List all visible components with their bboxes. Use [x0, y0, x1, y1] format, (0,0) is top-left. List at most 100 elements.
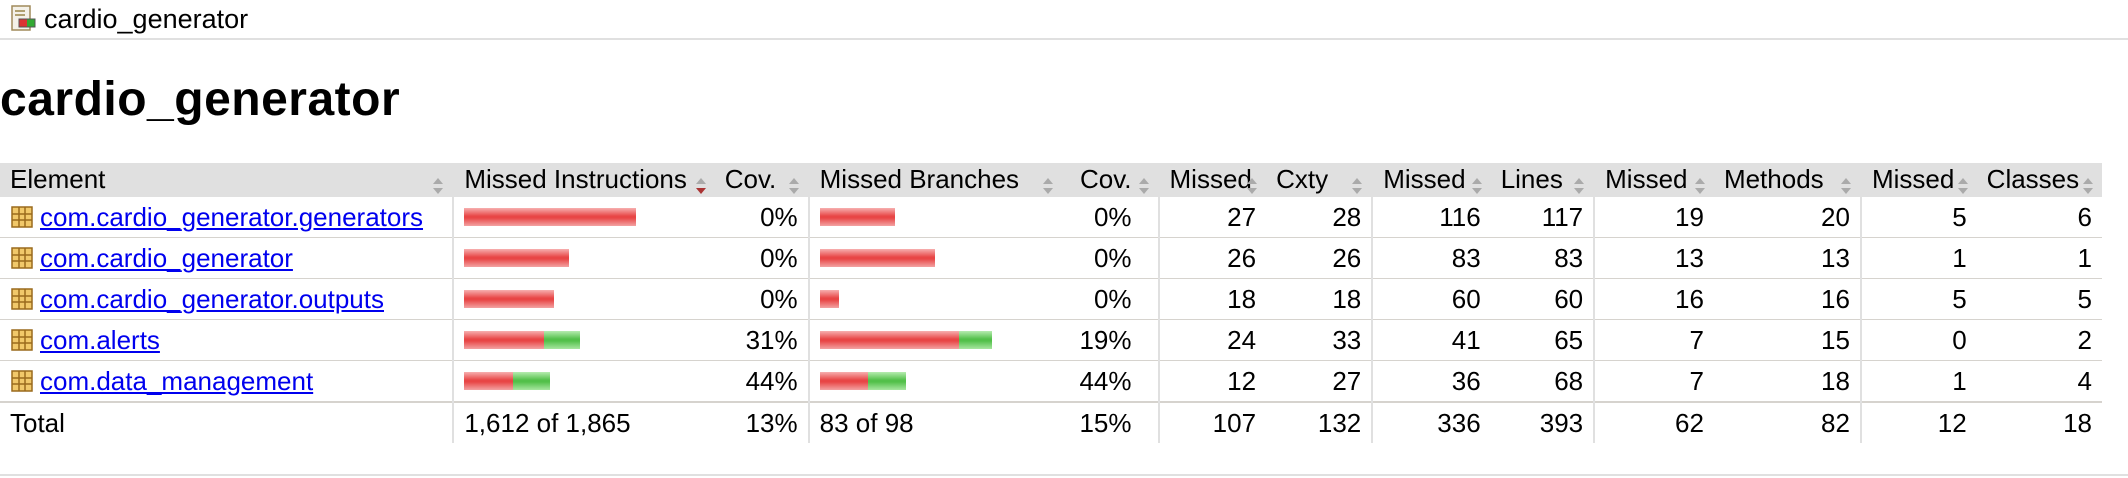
- missed-lines: 36: [1371, 360, 1491, 403]
- missed-segment: [464, 249, 570, 267]
- missed-methods: 19: [1593, 196, 1714, 238]
- total-missed-methods: 62: [1593, 401, 1714, 443]
- breadcrumb: cardio_generator: [0, 0, 2128, 40]
- lines: 68: [1490, 360, 1595, 403]
- instructions-bar-cell: [452, 360, 715, 403]
- branches-bar-cell: [807, 278, 1062, 320]
- sort-icon: [1957, 171, 1969, 194]
- classes: 4: [1976, 360, 2102, 403]
- classes: 2: [1976, 319, 2102, 361]
- cov-instructions: 31%: [714, 319, 809, 361]
- col-header-methods[interactable]: Methods: [1713, 163, 1861, 197]
- col-header-missed-cxty[interactable]: Missed: [1157, 163, 1267, 197]
- cov-instructions: 0%: [714, 237, 809, 279]
- lines: 117: [1490, 196, 1595, 238]
- col-header-cov-branches[interactable]: Cov.: [1061, 163, 1159, 197]
- package-link[interactable]: com.cardio_generator.outputs: [40, 283, 384, 314]
- cxty: 27: [1266, 360, 1373, 403]
- cov-branches: 0%: [1061, 237, 1159, 279]
- package-link[interactable]: com.cardio_generator.generators: [40, 201, 424, 232]
- col-header-classes[interactable]: Classes: [1976, 163, 2102, 197]
- element-cell: com.alerts: [0, 319, 454, 361]
- sort-icon: [1840, 171, 1852, 194]
- methods: 15: [1713, 319, 1861, 361]
- missed-cxty: 26: [1157, 237, 1267, 279]
- cxty: 33: [1266, 319, 1373, 361]
- sort-icon: [1694, 171, 1706, 194]
- sort-icon: [2082, 171, 2094, 194]
- missed-classes: 1: [1859, 237, 1977, 279]
- sort-icon: [1351, 171, 1363, 194]
- package-icon: [10, 287, 34, 311]
- missed-classes: 5: [1859, 278, 1977, 320]
- missed-methods: 13: [1593, 237, 1714, 279]
- instructions-bar-cell: [452, 237, 715, 279]
- classes: 5: [1976, 278, 2102, 320]
- element-cell: com.data_management: [0, 360, 454, 403]
- methods: 18: [1713, 360, 1861, 403]
- branches-coverage-bar: [819, 331, 1052, 349]
- missed-lines: 116: [1371, 196, 1491, 238]
- total-missed-lines: 336: [1371, 401, 1491, 443]
- classes: 1: [1976, 237, 2102, 279]
- branches-bar-cell: [807, 319, 1062, 361]
- table-row: com.cardio_generator.outputs 0% 0% 18 18 60 60…: [0, 278, 2102, 320]
- package-link[interactable]: com.alerts: [40, 324, 160, 355]
- missed-segment: [819, 208, 896, 226]
- report-icon: [10, 5, 38, 33]
- element-cell: com.cardio_generator: [0, 237, 454, 279]
- package-link[interactable]: com.cardio_generator: [40, 242, 293, 273]
- lines: 83: [1490, 237, 1595, 279]
- branches-coverage-bar: [819, 372, 1052, 390]
- total-missed-classes: 12: [1859, 401, 1977, 443]
- total-missed-cxty: 107: [1157, 401, 1267, 443]
- package-icon: [10, 369, 34, 393]
- breadcrumb-label[interactable]: cardio_generator: [44, 3, 249, 34]
- element-cell: com.cardio_generator.generators: [0, 196, 454, 238]
- footer-divider: [0, 474, 2128, 476]
- covered-segment: [512, 372, 551, 390]
- col-header-missed-methods[interactable]: Missed: [1593, 163, 1714, 197]
- missed-classes: 0: [1859, 319, 1977, 361]
- cxty: 26: [1266, 237, 1373, 279]
- branches-bar-cell: [807, 196, 1062, 238]
- sort-icon: [1246, 171, 1258, 194]
- instructions-bar-cell: [452, 196, 715, 238]
- cov-instructions: 0%: [714, 278, 809, 320]
- col-header-missed-lines[interactable]: Missed: [1371, 163, 1491, 197]
- col-header-missed-instructions[interactable]: Missed Instructions: [452, 163, 715, 197]
- sort-icon: [1471, 171, 1483, 194]
- missed-methods: 7: [1593, 360, 1714, 403]
- col-header-cxty[interactable]: Cxty: [1266, 163, 1373, 197]
- col-header-lines[interactable]: Lines: [1490, 163, 1595, 197]
- covered-segment: [867, 372, 906, 390]
- coverage-table: Element Missed Instructions Cov. Missed …: [0, 163, 2102, 443]
- lines: 60: [1490, 278, 1595, 320]
- branches-coverage-bar: [819, 249, 1052, 267]
- col-header-cov-instructions[interactable]: Cov.: [714, 163, 809, 197]
- package-link[interactable]: com.data_management: [40, 365, 314, 396]
- col-header-missed-branches[interactable]: Missed Branches: [807, 163, 1062, 197]
- missed-cxty: 24: [1157, 319, 1267, 361]
- col-header-element[interactable]: Element: [0, 163, 454, 197]
- missed-cxty: 18: [1157, 278, 1267, 320]
- col-header-missed-classes[interactable]: Missed: [1859, 163, 1977, 197]
- branches-coverage-bar: [819, 290, 1052, 308]
- missed-segment: [464, 290, 554, 308]
- sort-descending-icon: [695, 171, 707, 194]
- sort-icon: [1138, 171, 1150, 194]
- branches-coverage-bar: [819, 208, 1052, 226]
- instructions-coverage-bar: [464, 290, 704, 308]
- cov-branches: 0%: [1061, 278, 1159, 320]
- instructions-coverage-bar: [464, 208, 704, 226]
- header-row: Element Missed Instructions Cov. Missed …: [0, 163, 2102, 197]
- table-row: com.cardio_generator 0% 0% 26 26 83 83 13 13 1 1: [0, 237, 2102, 279]
- total-cov-branches: 15%: [1061, 401, 1159, 443]
- instructions-bar-cell: [452, 319, 715, 361]
- sort-icon: [432, 171, 444, 194]
- total-instructions: 1,612 of 1,865: [452, 401, 715, 443]
- missed-cxty: 27: [1157, 196, 1267, 238]
- total-branches: 83 of 98: [807, 401, 1062, 443]
- instructions-bar-cell: [452, 278, 715, 320]
- cov-branches: 0%: [1061, 196, 1159, 238]
